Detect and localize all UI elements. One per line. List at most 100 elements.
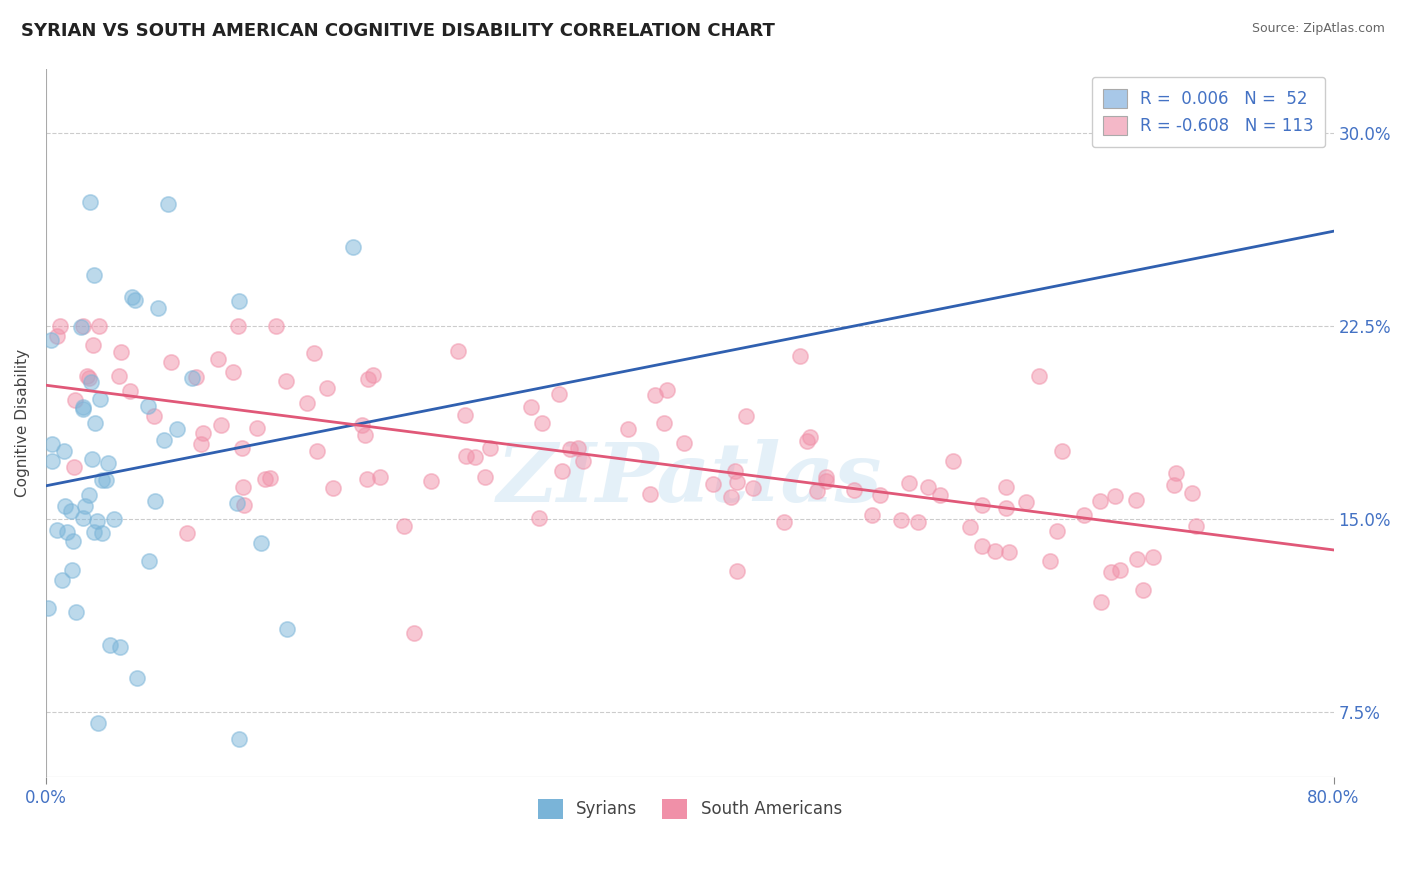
Point <box>342 240 364 254</box>
Point <box>672 435 695 450</box>
Point <box>357 372 380 386</box>
Point <box>842 483 865 498</box>
Point <box>276 374 298 388</box>
Point <box>184 370 207 384</box>
Point <box>889 513 911 527</box>
Point <box>156 197 179 211</box>
Point <box>1015 495 1038 509</box>
Point <box>98 639 121 653</box>
Point <box>53 500 76 514</box>
Point <box>193 425 215 440</box>
Point <box>94 473 117 487</box>
Point <box>228 293 250 308</box>
Point <box>316 381 339 395</box>
Point <box>527 510 550 524</box>
Point <box>1104 489 1126 503</box>
Point <box>725 475 748 489</box>
Point <box>41 454 63 468</box>
Point <box>295 396 318 410</box>
Point <box>87 715 110 730</box>
Point <box>72 319 94 334</box>
Point <box>860 508 883 523</box>
Point <box>652 417 675 431</box>
Point <box>65 392 87 407</box>
Point <box>655 383 678 397</box>
Point <box>942 454 965 468</box>
Point <box>56 525 79 540</box>
Point <box>264 319 287 334</box>
Point <box>72 402 94 417</box>
Point <box>997 544 1019 558</box>
Point <box>929 488 952 502</box>
Point <box>742 481 765 495</box>
Point <box>222 365 245 379</box>
Point <box>51 574 73 588</box>
Point <box>143 493 166 508</box>
Point <box>231 441 253 455</box>
Point <box>454 408 477 422</box>
Point <box>46 329 69 343</box>
Point <box>392 518 415 533</box>
Point <box>454 449 477 463</box>
Point <box>77 488 100 502</box>
Point <box>1028 369 1050 384</box>
Point <box>1108 563 1130 577</box>
Point <box>152 433 174 447</box>
Point <box>796 434 818 449</box>
Point <box>232 480 254 494</box>
Point <box>108 369 131 384</box>
Point <box>723 464 745 478</box>
Point <box>190 436 212 450</box>
Point <box>166 422 188 436</box>
Point <box>108 640 131 655</box>
Point <box>1163 478 1185 492</box>
Point <box>82 451 104 466</box>
Point <box>146 301 169 316</box>
Point <box>1050 444 1073 458</box>
Point <box>773 515 796 529</box>
Point <box>305 444 328 458</box>
Point <box>79 195 101 210</box>
Point <box>127 671 149 685</box>
Point <box>617 422 640 436</box>
Point <box>558 442 581 456</box>
Point <box>176 525 198 540</box>
Point <box>464 450 486 464</box>
Point <box>76 369 98 384</box>
Point <box>799 430 821 444</box>
Point <box>972 499 994 513</box>
Point <box>959 520 981 534</box>
Point <box>547 387 569 401</box>
Point <box>181 371 204 385</box>
Point <box>90 474 112 488</box>
Point <box>49 319 72 334</box>
Point <box>474 470 496 484</box>
Point <box>136 400 159 414</box>
Point <box>110 345 132 359</box>
Point <box>80 375 103 389</box>
Point <box>254 472 277 486</box>
Point <box>84 416 107 430</box>
Point <box>720 490 742 504</box>
Point <box>1126 552 1149 566</box>
Legend: Syrians, South Americans: Syrians, South Americans <box>531 793 848 825</box>
Point <box>65 606 87 620</box>
Point <box>898 476 921 491</box>
Point <box>89 319 111 334</box>
Point <box>73 499 96 513</box>
Point <box>994 500 1017 515</box>
Y-axis label: Cognitive Disability: Cognitive Disability <box>15 349 30 497</box>
Point <box>60 503 83 517</box>
Point <box>103 512 125 526</box>
Point <box>907 516 929 530</box>
Point <box>354 428 377 442</box>
Point <box>72 401 94 415</box>
Point <box>551 464 574 478</box>
Point <box>207 351 229 366</box>
Point <box>72 511 94 525</box>
Point <box>1039 554 1062 568</box>
Point <box>228 732 250 747</box>
Point <box>869 488 891 502</box>
Point <box>1125 493 1147 508</box>
Point <box>276 622 298 636</box>
